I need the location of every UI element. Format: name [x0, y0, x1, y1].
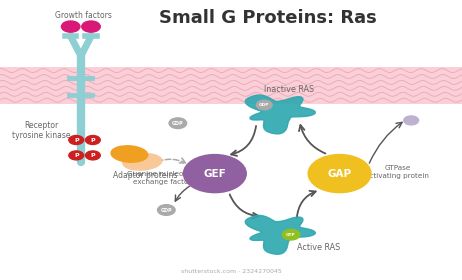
- Text: GTPase
activating protein: GTPase activating protein: [365, 165, 429, 179]
- Circle shape: [183, 155, 246, 193]
- Text: shutterstock.com · 2324270045: shutterstock.com · 2324270045: [181, 269, 281, 274]
- Bar: [0, 67, 462, 104]
- Ellipse shape: [123, 154, 162, 170]
- Text: GDP: GDP: [259, 103, 269, 107]
- Text: GDP: GDP: [172, 121, 184, 126]
- Text: Adaptor proteins: Adaptor proteins: [113, 171, 178, 179]
- Circle shape: [256, 100, 272, 110]
- Circle shape: [308, 155, 371, 193]
- Text: Small G Proteins: Ras: Small G Proteins: Ras: [159, 9, 377, 27]
- Text: Active RAS: Active RAS: [297, 243, 340, 252]
- Circle shape: [85, 151, 100, 160]
- Circle shape: [85, 136, 100, 144]
- Circle shape: [158, 205, 175, 215]
- Text: GTP: GTP: [286, 233, 296, 237]
- Text: P: P: [74, 137, 79, 143]
- Text: P: P: [91, 153, 95, 158]
- Text: P: P: [91, 137, 95, 143]
- Ellipse shape: [111, 146, 148, 162]
- Text: P: P: [74, 153, 79, 158]
- Polygon shape: [245, 215, 315, 254]
- Circle shape: [61, 21, 80, 32]
- Text: GDP: GDP: [160, 207, 172, 213]
- Circle shape: [404, 116, 419, 125]
- Circle shape: [169, 118, 187, 129]
- Circle shape: [69, 151, 84, 160]
- Circle shape: [69, 136, 84, 144]
- Text: Inactive RAS: Inactive RAS: [264, 85, 314, 94]
- Text: GEF: GEF: [203, 169, 226, 179]
- Text: Guanine nucleotide
exchange factor: Guanine nucleotide exchange factor: [127, 171, 197, 185]
- Text: Receptor
tyrosine kinase: Receptor tyrosine kinase: [12, 120, 71, 140]
- Circle shape: [282, 229, 300, 240]
- Circle shape: [82, 21, 100, 32]
- Polygon shape: [245, 95, 315, 134]
- Text: GAP: GAP: [328, 169, 352, 179]
- Text: Growth factors: Growth factors: [55, 11, 112, 20]
